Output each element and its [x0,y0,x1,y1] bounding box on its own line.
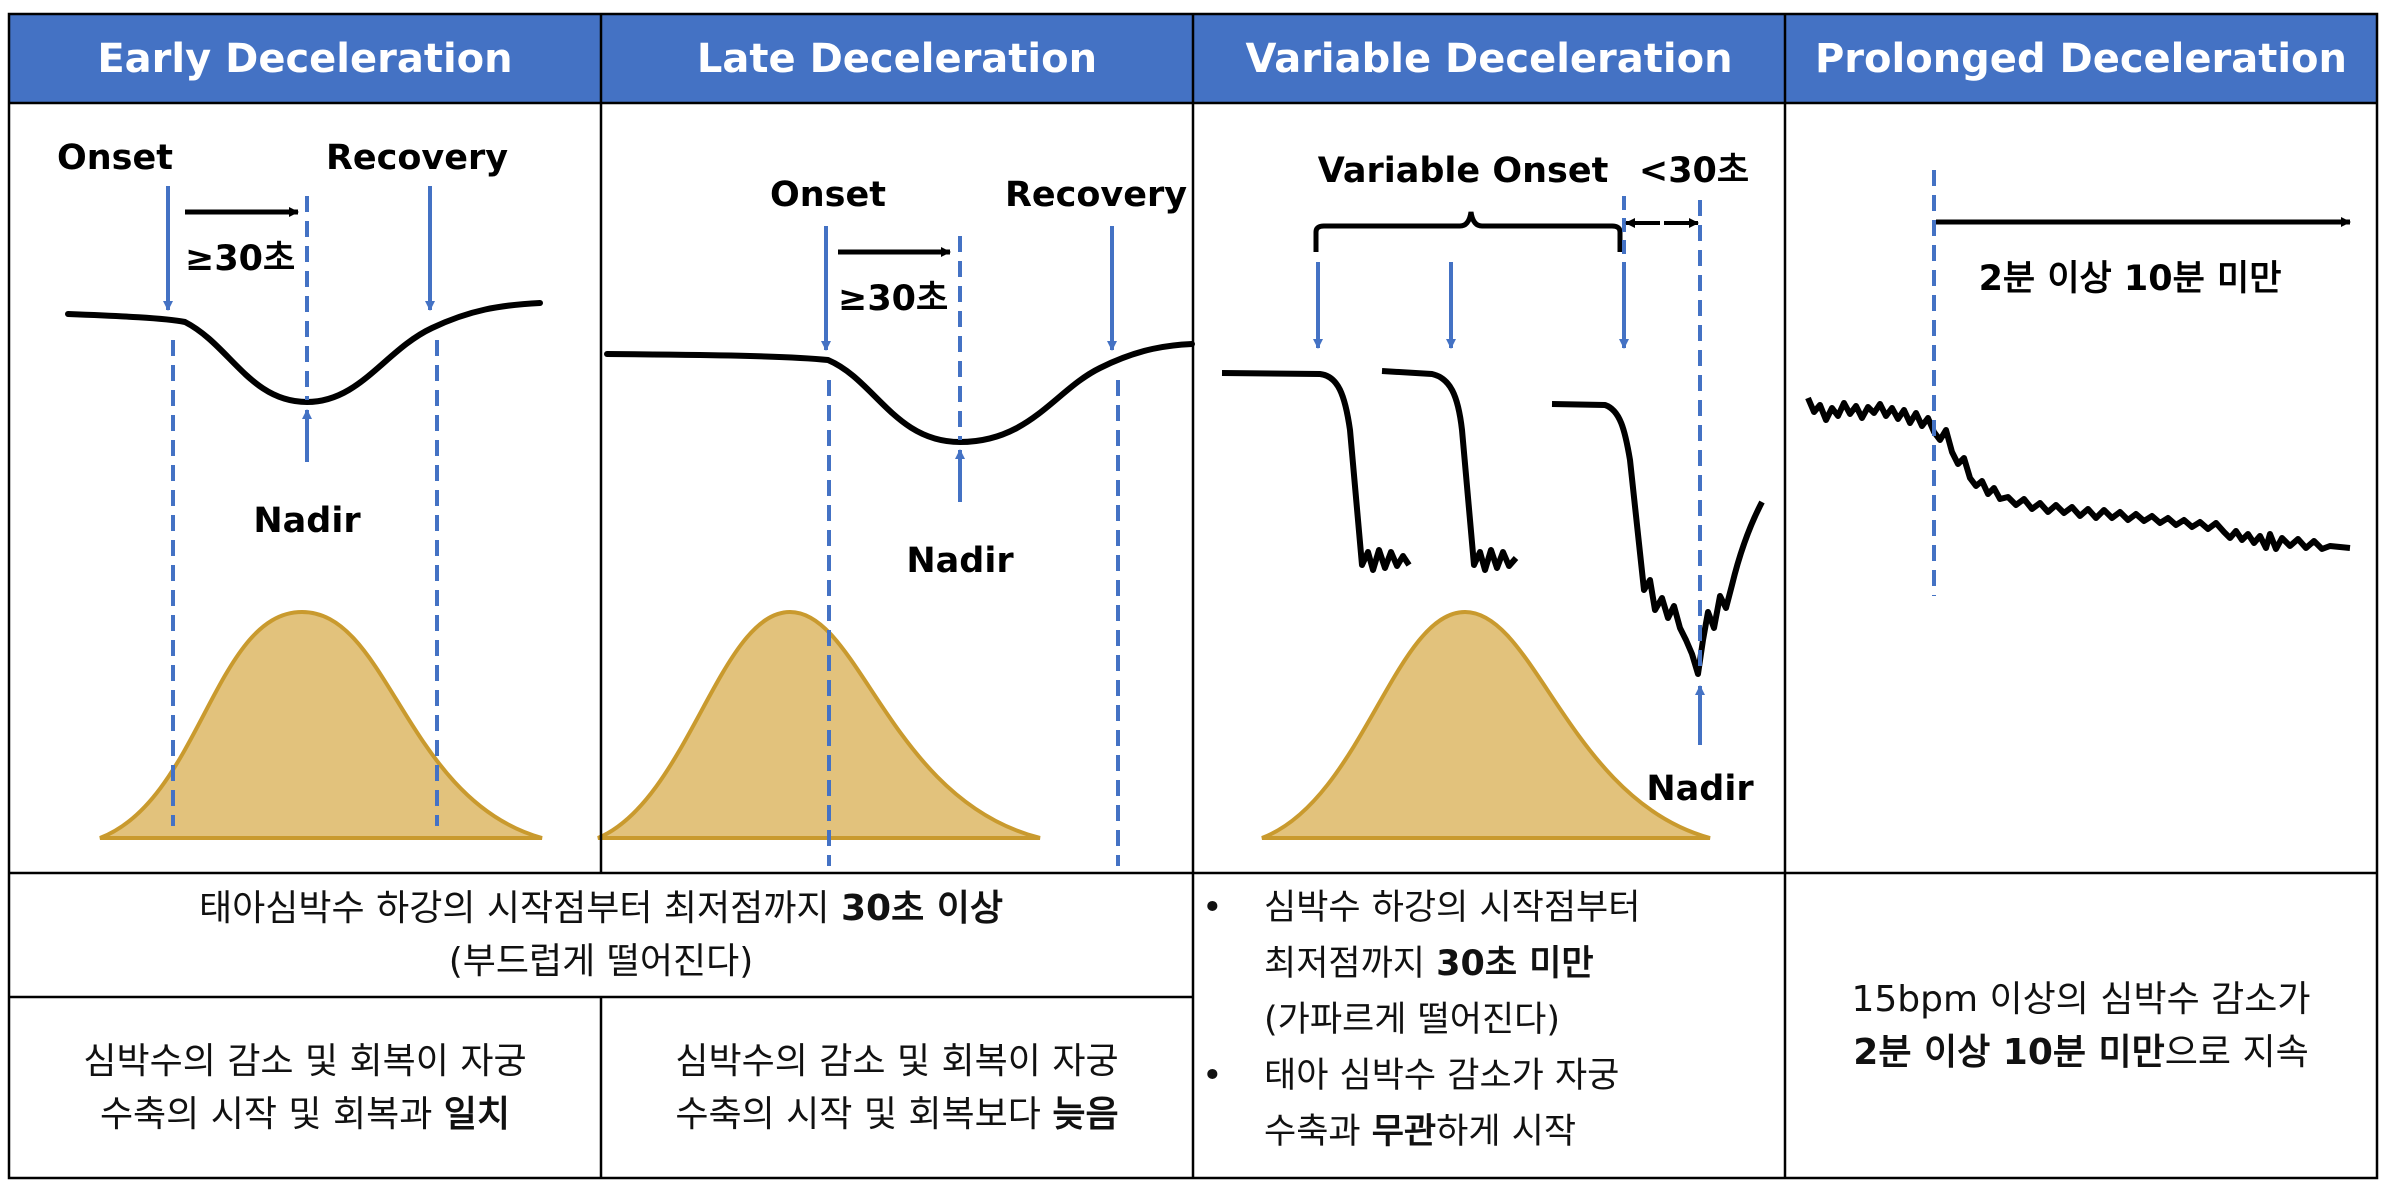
early-desc-line1: 심박수의 감소 및 회복이 자궁 [83,1040,527,1082]
late-desc-line2: 수축의 시작 및 회복보다 [675,1093,1053,1135]
bullet-dot: • [1202,1056,1223,1096]
variable-onset-label: Variable Onset [1318,151,1609,191]
early-contraction-curve [99,609,543,840]
variable-bullet-2: • 태아 심박수 감소가 자궁 수축과 무관하게 시작 [1194,1048,1784,1160]
early-interval-label: ≥30초 [185,239,295,279]
variable-contraction-curve [1261,609,1711,840]
early-diagram: Onset Recovery ≥30초 Nadir [57,138,543,840]
early-onset-label: Onset [57,138,173,178]
header-variable-deceleration: Variable Deceleration [1193,14,1785,103]
late-interval-label: ≥30초 [838,279,948,319]
late-desc-emphasis: 늦음 [1052,1093,1119,1135]
variable-decel-1-curve [1221,370,1412,573]
table-grid [7,12,2379,1180]
prolonged-desc-line1: 15bpm 이상의 심박수 감소가 [1851,978,2311,1020]
late-description-cell: 심박수의 감소 및 회복이 자궁 수축의 시작 및 회복보다 늦음 [601,997,1193,1178]
prolonged-desc-emphasis: 2분 이상 10분 미만 [1853,1031,2165,1073]
early-description-cell: 심박수의 감소 및 회복이 자궁 수축의 시작 및 회복과 일치 [9,997,601,1178]
variable-diagram: Variable Onset <30초 Nadir [1221,151,1765,840]
late-contraction-curve [597,609,1041,840]
variable-b1-line1: 심박수 하강의 시작점부터 [1264,888,1641,928]
late-heart-rate-curve [604,341,1195,446]
variable-b1-line3: (가파르게 떨어진다) [1264,1000,1561,1040]
shared-desc-line2: (부드럽게 떨어진다) [448,941,754,982]
late-diagram: Onset Recovery ≥30초 Nadir [597,175,1195,866]
early-heart-rate-curve [65,300,543,406]
late-desc-line1: 심박수의 감소 및 회복이 자궁 [675,1040,1119,1082]
shared-desc-emphasis: 30초 이상 [840,888,1003,929]
variable-b2-line2b: 하게 시작 [1436,1112,1577,1152]
variable-b2-line1: 태아 심박수 감소가 자궁 [1264,1056,1620,1096]
prolonged-description-cell: 15bpm 이상의 심박수 감소가 2분 이상 10분 미만으로 지속 [1785,873,2377,1178]
variable-decel-2-curve [1381,368,1519,573]
early-nadir-label: Nadir [253,501,361,541]
header-prolonged-deceleration: Prolonged Deceleration [1785,14,2377,103]
late-onset-label: Onset [770,175,886,215]
variable-onset-bracket [1313,211,1623,252]
prolonged-desc-line2: 으로 지속 [2164,1031,2309,1073]
prolonged-heart-rate-curve [1805,396,2351,552]
variable-b2-emphasis: 무관 [1371,1112,1437,1152]
early-recovery-label: Recovery [326,138,508,178]
variable-interval-label: <30초 [1639,151,1749,191]
header-late-deceleration: Late Deceleration [601,14,1193,103]
variable-b1-line2: 최저점까지 [1264,944,1437,984]
late-nadir-label: Nadir [906,541,1014,581]
variable-bullet-1: • 심박수 하강의 시작점부터 최저점까지 30초 미만 (가파르게 떨어진다) [1194,880,1784,1048]
bullet-dot: • [1202,888,1223,928]
header-early-deceleration: Early Deceleration [9,14,601,103]
variable-b2-line2a: 수축과 [1264,1112,1372,1152]
variable-decel-3-curve [1551,401,1765,677]
variable-nadir-label: Nadir [1646,769,1754,809]
early-desc-line2: 수축의 시작 및 회복과 [99,1093,444,1135]
prolonged-diagram: 2분 이상 10분 미만 [1805,170,2351,596]
variable-description-cell: • 심박수 하강의 시작점부터 최저점까지 30초 미만 (가파르게 떨어진다)… [1194,880,1784,1160]
variable-b1-emphasis: 30초 미만 [1436,944,1594,984]
late-recovery-label: Recovery [1005,175,1187,215]
early-desc-emphasis: 일치 [443,1093,511,1135]
shared-description-cell: 태아심박수 하강의 시작점부터 최저점까지 30초 이상 (부드럽게 떨어진다) [9,873,1193,997]
prolonged-duration-label: 2분 이상 10분 미만 [1979,259,2282,299]
shared-desc-text: 태아심박수 하강의 시작점부터 최저점까지 [199,888,841,929]
